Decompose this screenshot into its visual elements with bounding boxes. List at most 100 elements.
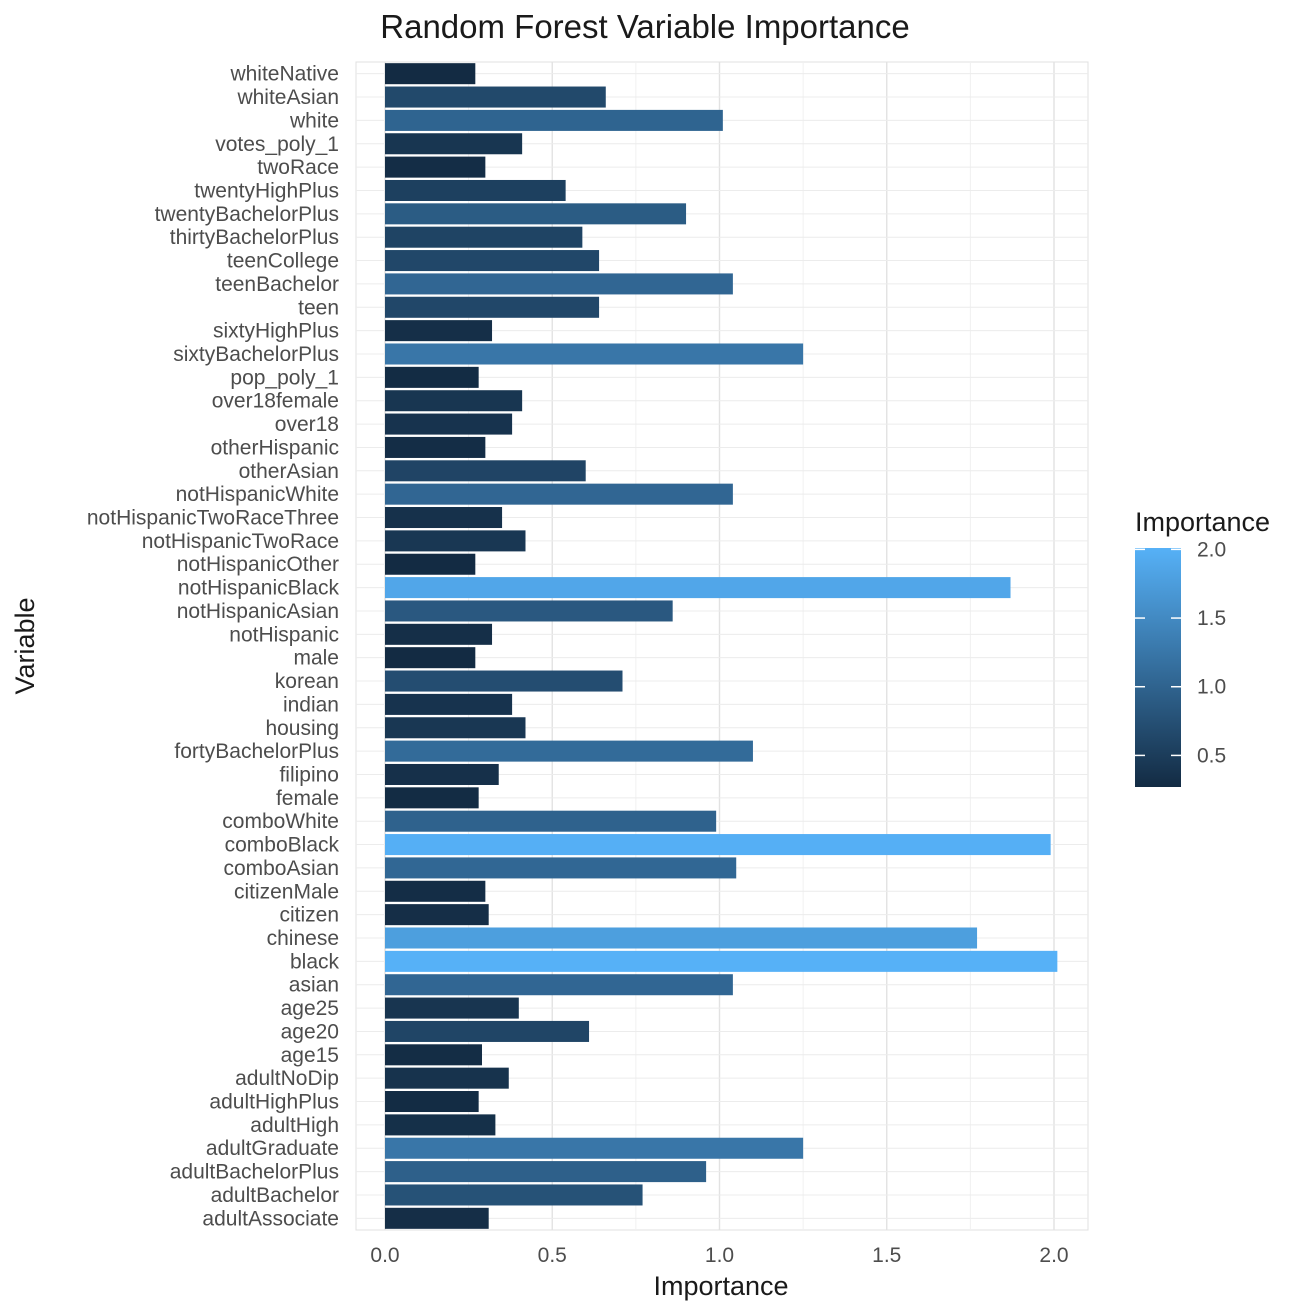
y-tick-label: over18 (275, 413, 339, 436)
y-tick-label: white (289, 109, 339, 132)
y-tick-label: adultGraduate (206, 1137, 339, 1160)
bar-otherHispanic (385, 436, 486, 458)
x-axis-title: Importance (653, 1271, 788, 1301)
x-tick-label: 1.5 (872, 1244, 901, 1267)
y-tick-label: korean (275, 670, 339, 693)
bar-korean (385, 670, 623, 692)
bar-adultNoDip (385, 1067, 509, 1089)
bar-black (385, 950, 1058, 972)
y-axis-title: Variable (10, 597, 40, 694)
bar-twentyBachelorPlus (385, 203, 687, 225)
bar-over18 (385, 413, 513, 435)
y-tick-label: otherAsian (239, 460, 339, 483)
y-tick-label: asian (289, 974, 339, 997)
bar-age20 (385, 1020, 590, 1042)
bar-age25 (385, 997, 519, 1019)
legend-tick-label: 1.5 (1197, 607, 1226, 630)
bar-teen (385, 296, 600, 318)
bar-notHispanicTwoRaceThree (385, 507, 503, 529)
y-tick-label: notHispanicTwoRaceThree (87, 507, 339, 530)
bar-sixtyBachelorPlus (385, 343, 804, 365)
bar-over18female (385, 390, 523, 412)
bar-comboWhite (385, 810, 717, 832)
y-tick-label: over18female (212, 390, 339, 413)
x-tick-label: 0.5 (538, 1244, 567, 1267)
bar-comboAsian (385, 857, 737, 879)
y-tick-label: notHispanicBlack (178, 577, 340, 600)
bar-adultBachelorPlus (385, 1161, 707, 1183)
y-tick-label: filipino (279, 763, 339, 786)
y-tick-label: fortyBachelorPlus (174, 740, 339, 763)
bar-teenBachelor (385, 273, 733, 295)
y-tick-label: adultAssociate (202, 1207, 339, 1230)
y-tick-label: black (290, 950, 340, 973)
y-tick-label: adultBachelor (211, 1184, 339, 1207)
y-tick-label: votes_poly_1 (215, 133, 339, 156)
bar-whiteNative (385, 63, 476, 85)
y-tick-label: notHispanicOther (177, 553, 339, 576)
chart-title: Random Forest Variable Importance (380, 8, 909, 45)
bar-female (385, 787, 479, 809)
bar-male (385, 647, 476, 669)
legend-title: Importance (1135, 507, 1270, 537)
legend: Importance 0.5 1.0 1.5 2.0 (1135, 507, 1270, 787)
bar-twoRace (385, 156, 486, 178)
y-tick-label: adultHigh (250, 1114, 339, 1137)
bar-white (385, 109, 723, 131)
bar-age15 (385, 1044, 483, 1066)
bar-fortyBachelorPlus (385, 740, 753, 762)
legend-ticks: 0.5 1.0 1.5 2.0 (1135, 538, 1226, 767)
bar-twentyHighPlus (385, 179, 566, 201)
bar-adultBachelor (385, 1184, 643, 1206)
y-tick-labels: whiteNativewhiteAsianwhitevotes_poly_1tw… (87, 63, 340, 1231)
x-tick-label: 1.0 (705, 1244, 734, 1267)
x-tick-labels: 0.0 0.5 1.0 1.5 2.0 (370, 1244, 1068, 1267)
bar-notHispanicWhite (385, 483, 733, 505)
y-tick-label: comboBlack (225, 834, 340, 857)
bar-notHispanicOther (385, 553, 476, 575)
y-tick-label: housing (265, 717, 339, 740)
bar-notHispanic (385, 623, 493, 645)
bars (385, 63, 1058, 1229)
bar-citizen (385, 904, 489, 926)
bar-pop_poly_1 (385, 366, 479, 388)
y-tick-label: male (293, 647, 339, 670)
bar-adultHigh (385, 1114, 496, 1136)
y-tick-label: notHispanicTwoRace (142, 530, 339, 553)
bar-chinese (385, 927, 978, 949)
y-tick-label: female (276, 787, 339, 810)
y-tick-label: citizen (279, 904, 339, 927)
legend-tick-label: 1.0 (1197, 676, 1226, 699)
y-tick-label: whiteAsian (236, 86, 339, 109)
y-tick-label: adultNoDip (235, 1067, 339, 1090)
bar-thirtyBachelorPlus (385, 226, 583, 248)
y-tick-label: twentyBachelorPlus (155, 203, 339, 226)
bar-filipino (385, 763, 499, 785)
y-tick-label: teenBachelor (215, 273, 339, 296)
bar-indian (385, 693, 513, 715)
x-tick-label: 2.0 (1039, 1244, 1068, 1267)
y-tick-label: age20 (281, 1020, 339, 1043)
legend-tick-label: 2.0 (1197, 538, 1226, 561)
bar-asian (385, 974, 733, 996)
bar-notHispanicBlack (385, 577, 1011, 599)
y-tick-label: comboWhite (222, 810, 339, 833)
y-tick-label: pop_poly_1 (230, 366, 339, 389)
bar-otherAsian (385, 460, 586, 482)
x-tick-label: 0.0 (370, 1244, 399, 1267)
bar-citizenMale (385, 880, 486, 902)
y-tick-label: whiteNative (229, 63, 339, 86)
legend-colorbar (1135, 548, 1181, 787)
bar-whiteAsian (385, 86, 606, 108)
y-tick-label: otherHispanic (211, 436, 339, 459)
y-tick-label: notHispanicAsian (177, 600, 339, 623)
y-tick-label: chinese (267, 927, 339, 950)
y-tick-label: citizenMale (234, 880, 339, 903)
y-tick-label: twentyHighPlus (194, 179, 339, 202)
bar-comboBlack (385, 834, 1051, 856)
bar-votes_poly_1 (385, 133, 523, 155)
y-tick-label: twoRace (257, 156, 339, 179)
y-tick-label: comboAsian (223, 857, 339, 880)
bar-notHispanicTwoRace (385, 530, 526, 552)
